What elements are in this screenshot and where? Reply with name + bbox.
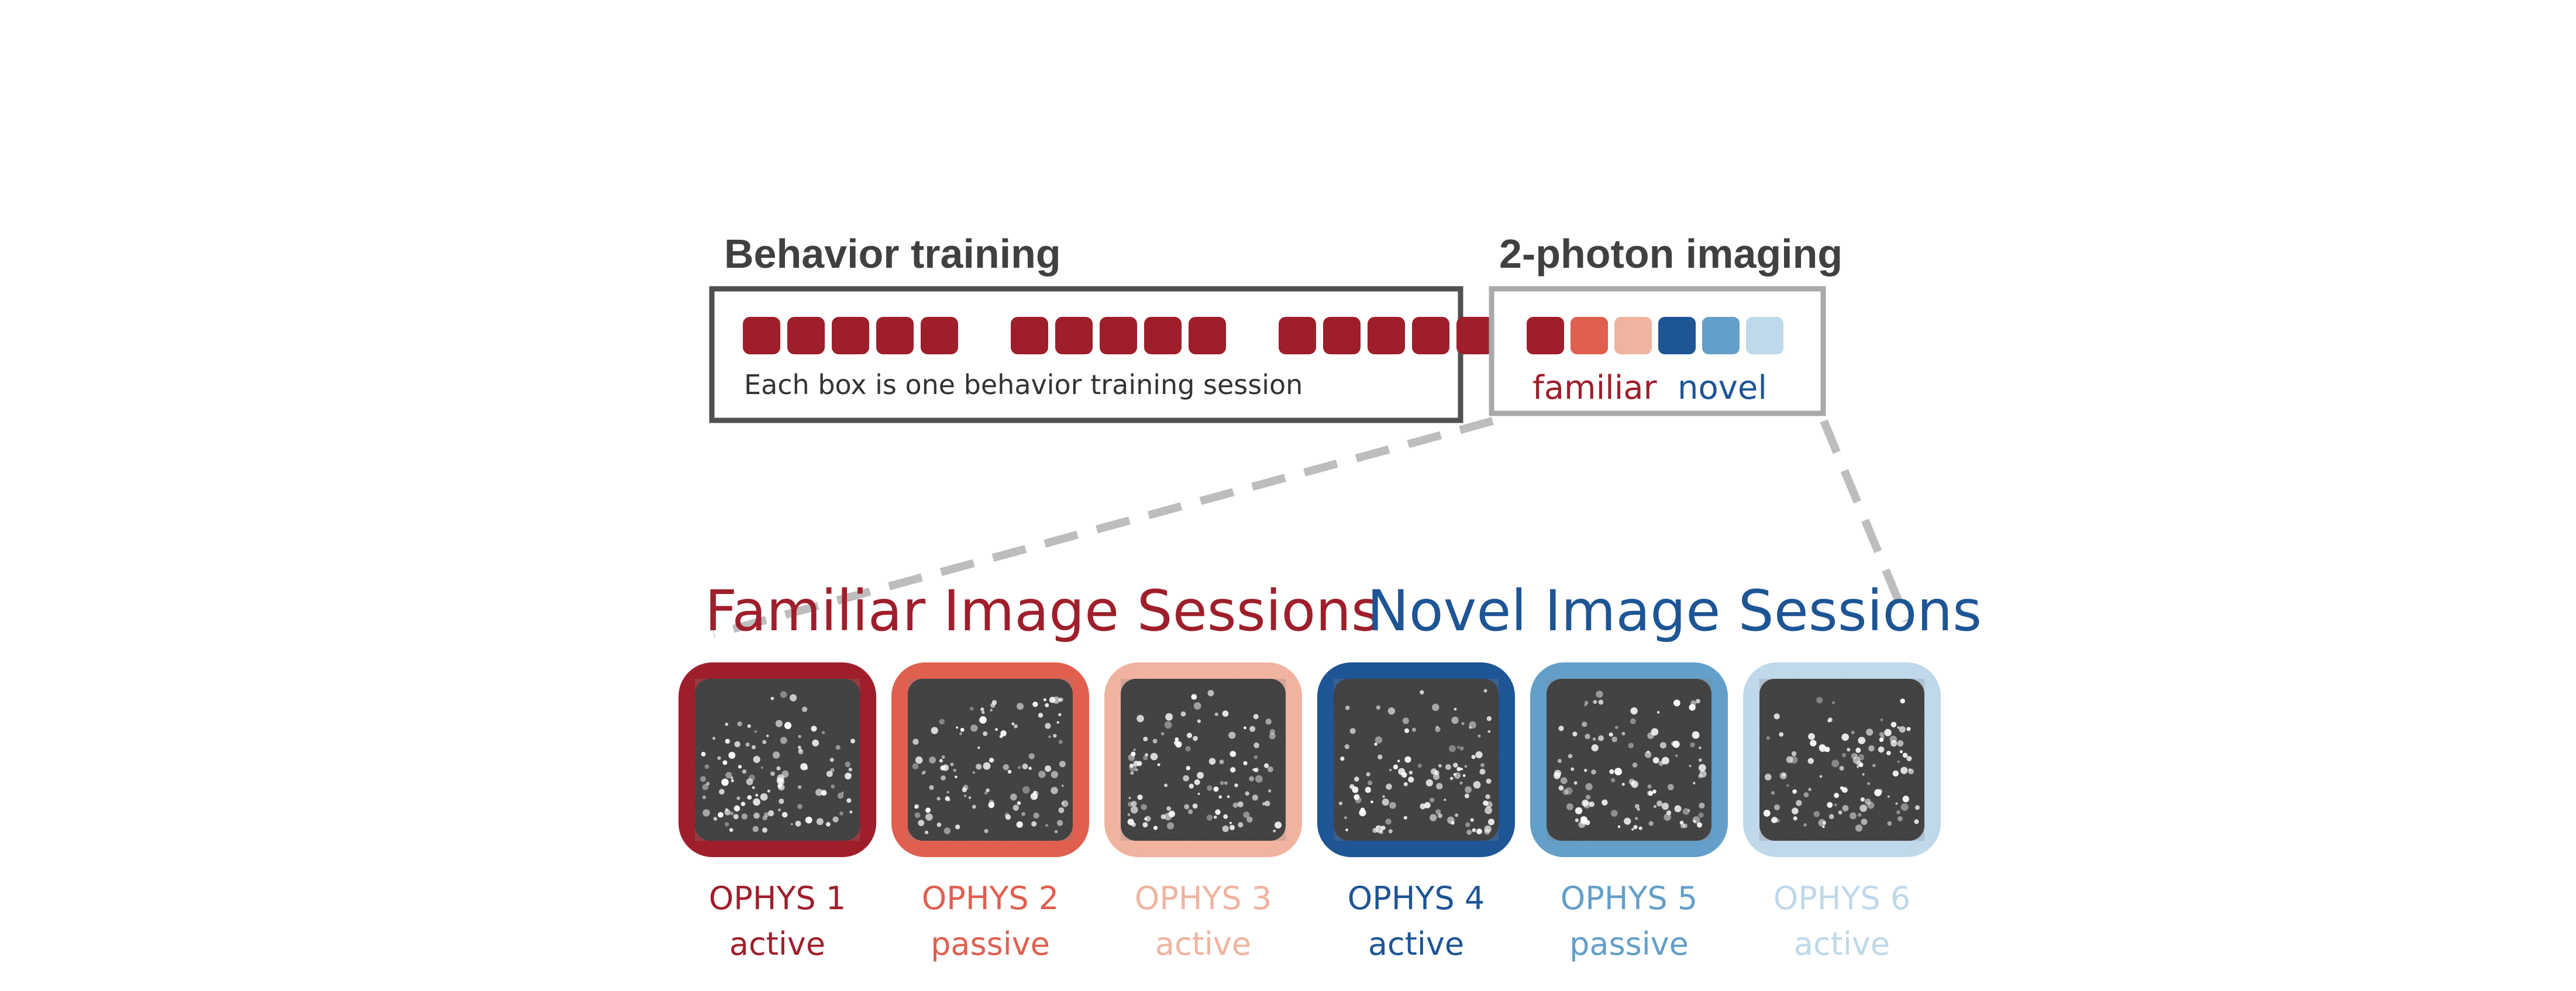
two-photon-fov-image-1 bbox=[695, 679, 860, 841]
training-session-box-3 bbox=[832, 317, 869, 354]
training-session-box-11 bbox=[1279, 317, 1316, 354]
training-session-box-9 bbox=[1144, 317, 1182, 354]
novel-sessions-title: Novel Image Sessions bbox=[1367, 578, 1982, 644]
two-photon-fov-image-2 bbox=[908, 679, 1073, 841]
training-session-box-1 bbox=[743, 317, 780, 354]
session-name-4: OPHYS 4 bbox=[1348, 880, 1485, 917]
training-session-box-10 bbox=[1189, 317, 1226, 354]
behavior-training-title: Behavior training bbox=[724, 231, 1061, 277]
two-photon-swatch-4 bbox=[1658, 317, 1696, 354]
session-name-3: OPHYS 3 bbox=[1135, 880, 1272, 917]
two-photon-swatch-6 bbox=[1746, 317, 1783, 354]
behavior-training-caption: Each box is one behavior training sessio… bbox=[744, 369, 1303, 400]
two-photon-fov-image-3 bbox=[1121, 679, 1286, 841]
training-session-box-6 bbox=[1011, 317, 1048, 354]
training-session-box-15 bbox=[1456, 317, 1494, 354]
session-name-6: OPHYS 6 bbox=[1773, 880, 1910, 917]
training-session-box-12 bbox=[1323, 317, 1361, 354]
session-tile-1: OPHYS 1 active bbox=[679, 662, 876, 962]
session-mode-4: active bbox=[1368, 926, 1464, 962]
session-mode-2: passive bbox=[931, 926, 1050, 962]
two-photon-swatch-3 bbox=[1614, 317, 1652, 354]
session-mode-6: active bbox=[1794, 926, 1890, 962]
training-session-box-5 bbox=[921, 317, 958, 354]
session-tile-5: OPHYS 5 passive bbox=[1530, 662, 1728, 962]
training-session-box-14 bbox=[1412, 317, 1449, 354]
two-photon-fov-image-5 bbox=[1547, 679, 1711, 841]
training-session-box-2 bbox=[787, 317, 825, 354]
session-name-5: OPHYS 5 bbox=[1561, 880, 1697, 917]
session-mode-1: active bbox=[729, 926, 825, 962]
two-photon-swatch-2 bbox=[1571, 317, 1608, 354]
training-session-boxes bbox=[743, 317, 1494, 354]
familiar-sessions-title: Familiar Image Sessions bbox=[705, 578, 1380, 644]
two-photon-swatches bbox=[1527, 317, 1783, 354]
two-photon-fov-image-6 bbox=[1759, 679, 1924, 841]
training-session-box-7 bbox=[1055, 317, 1093, 354]
two-photon-swatch-5 bbox=[1702, 317, 1740, 354]
imaging-sessions: OPHYS 1 active OPHYS 2 passive OPHYS 3 active… bbox=[679, 662, 1941, 962]
session-mode-5: passive bbox=[1569, 926, 1689, 962]
session-tile-4: OPHYS 4 active bbox=[1317, 662, 1515, 962]
training-session-box-4 bbox=[876, 317, 914, 354]
session-name-2: OPHYS 2 bbox=[922, 880, 1059, 917]
training-session-box-13 bbox=[1368, 317, 1405, 354]
session-mode-3: active bbox=[1155, 926, 1251, 962]
zoom-connector-right bbox=[1820, 419, 1911, 623]
session-tile-2: OPHYS 2 passive bbox=[891, 662, 1089, 962]
two-photon-fov-image-4 bbox=[1334, 679, 1499, 841]
session-tile-3: OPHYS 3 active bbox=[1104, 662, 1302, 962]
zoom-connector-left bbox=[712, 417, 1494, 638]
two-photon-title: 2-photon imaging bbox=[1499, 231, 1843, 277]
novel-legend-label: novel bbox=[1678, 369, 1767, 407]
familiar-legend-label: familiar bbox=[1532, 369, 1658, 407]
behavior-training-frame bbox=[709, 286, 1463, 423]
two-photon-frame bbox=[1489, 286, 1826, 416]
session-tile-6: OPHYS 6 active bbox=[1743, 662, 1941, 962]
training-session-box-8 bbox=[1100, 317, 1137, 354]
session-name-1: OPHYS 1 bbox=[709, 880, 846, 917]
two-photon-swatch-1 bbox=[1527, 317, 1564, 354]
